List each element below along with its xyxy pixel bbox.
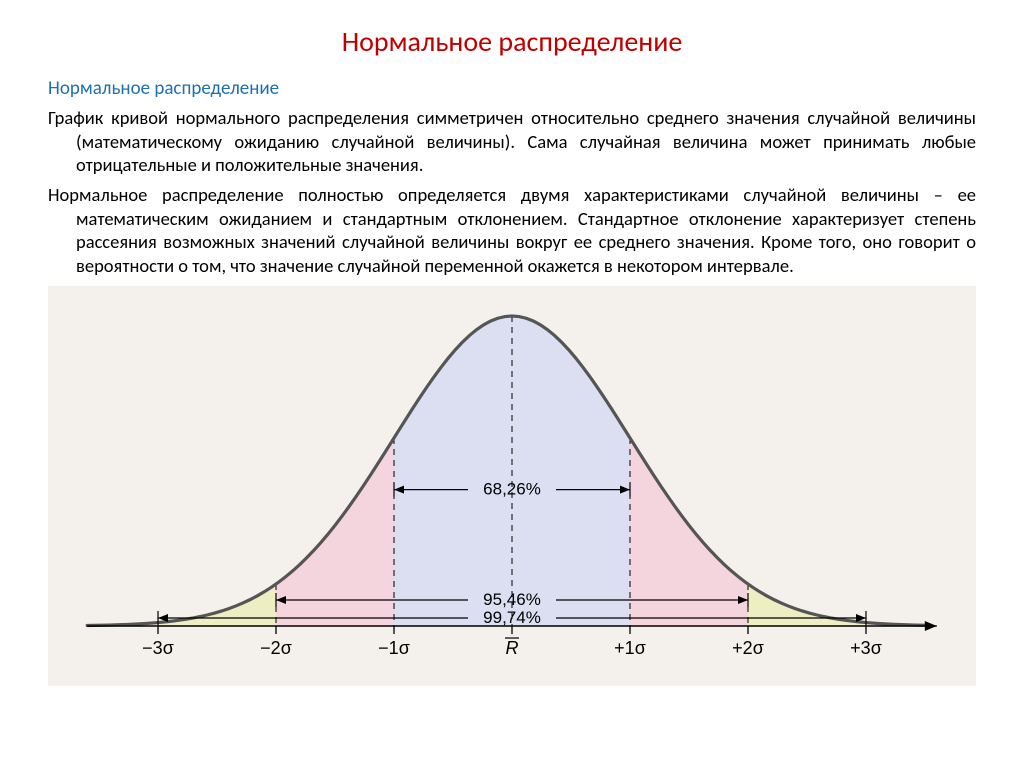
svg-text:+3σ: +3σ	[850, 638, 882, 658]
svg-text:+2σ: +2σ	[732, 638, 764, 658]
svg-text:−2σ: −2σ	[260, 638, 292, 658]
svg-text:99,74%: 99,74%	[483, 608, 541, 627]
svg-text:−3σ: −3σ	[142, 638, 174, 658]
svg-text:68,26%: 68,26%	[483, 479, 541, 498]
paragraph-2: Нормальное распределение полностью опред…	[48, 183, 976, 278]
svg-text:+1σ: +1σ	[614, 638, 646, 658]
bell-curve-svg: −3σ −2σ −1σ R +1σ +2σ +3σ 68,26% 95,46%99,74%	[48, 286, 976, 686]
paragraph-1: График кривой нормального распределения …	[48, 106, 976, 177]
section-subtitle: Нормальное распределение	[48, 77, 976, 100]
svg-text:95,46%: 95,46%	[483, 590, 541, 609]
normal-distribution-chart: −3σ −2σ −1σ R +1σ +2σ +3σ 68,26% 95,46%99,74%	[48, 286, 976, 686]
svg-text:−1σ: −1σ	[378, 638, 410, 658]
svg-text:R: R	[506, 638, 519, 658]
page-title: Нормальное распределение	[48, 24, 976, 59]
